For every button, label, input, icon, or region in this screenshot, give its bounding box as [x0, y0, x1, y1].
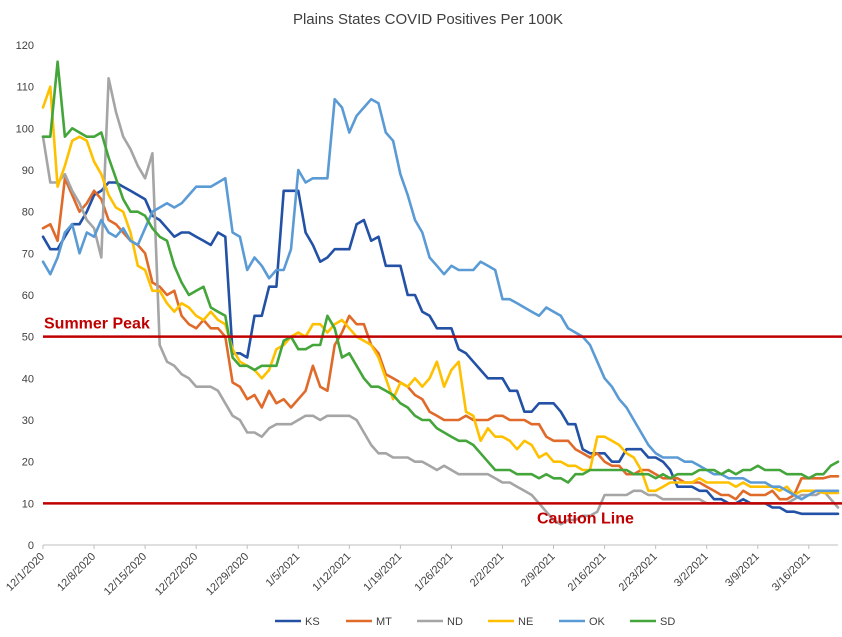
x-tick-label: 3/16/2021: [770, 551, 813, 594]
y-tick-label: 20: [22, 457, 34, 469]
x-tick-label: 1/19/2021: [361, 551, 404, 594]
x-tick-label: 12/1/2020: [4, 551, 47, 594]
legend: KS MT ND NE OK SD: [275, 616, 675, 628]
y-tick-label: 100: [16, 123, 34, 135]
legend-label-ne: NE: [518, 616, 533, 628]
x-tick-label: 3/9/2021: [723, 551, 762, 590]
y-tick-label: 10: [22, 498, 34, 510]
x-tick-label: 2/9/2021: [519, 551, 558, 590]
series-line-ok: [41, 97, 840, 501]
legend-label-nd: ND: [447, 616, 463, 628]
legend-label-ks: KS: [305, 616, 320, 628]
x-tick-label: 2/16/2021: [566, 551, 609, 594]
x-tick-label: 12/15/2020: [102, 551, 149, 598]
x-tick-label: 12/22/2020: [153, 551, 200, 598]
x-tick-label: 1/26/2021: [412, 551, 455, 594]
x-axis-tick-labels: 12/1/2020 12/8/2020 12/15/2020 12/22/2020 12…: [4, 545, 813, 598]
y-tick-label: 60: [22, 290, 34, 302]
chart-title: Plains States COVID Positives Per 100K: [293, 11, 563, 28]
series-line-mt: [41, 177, 840, 501]
x-tick-label: 12/8/2020: [55, 551, 98, 594]
y-tick-label: 110: [16, 82, 34, 94]
y-tick-label: 80: [22, 207, 34, 219]
legend-label-ok: OK: [589, 616, 606, 628]
reference-label-summer-peak: Summer Peak: [44, 316, 150, 333]
series-line-ne: [41, 85, 840, 497]
reference-lines: Summer Peak Caution Line: [43, 316, 842, 527]
x-tick-label: 12/29/2020: [204, 551, 251, 598]
y-tick-label: 0: [28, 540, 34, 552]
y-tick-label: 40: [22, 373, 34, 385]
series-line-sd: [41, 60, 840, 484]
reference-label-caution-line: Caution Line: [537, 510, 634, 527]
y-tick-label: 90: [22, 165, 34, 177]
y-tick-label: 30: [22, 415, 34, 427]
x-tick-label: 2/2/2021: [468, 551, 507, 590]
y-tick-label: 50: [22, 332, 34, 344]
legend-label-mt: MT: [376, 616, 392, 628]
series-line-nd: [41, 77, 840, 526]
y-tick-label: 70: [22, 248, 34, 260]
x-tick-label: 3/2/2021: [672, 551, 711, 590]
y-tick-label: 120: [16, 40, 34, 52]
x-tick-label: 2/23/2021: [617, 551, 660, 594]
x-tick-label: 1/12/2021: [310, 551, 353, 594]
series-lines: [41, 60, 840, 526]
x-tick-label: 1/5/2021: [264, 551, 303, 590]
series-line-ks: [41, 181, 840, 516]
y-axis-tick-labels: 0 10 20 30 40 50 60 70 80 90 100 110 120: [16, 40, 34, 552]
legend-label-sd: SD: [660, 616, 675, 628]
